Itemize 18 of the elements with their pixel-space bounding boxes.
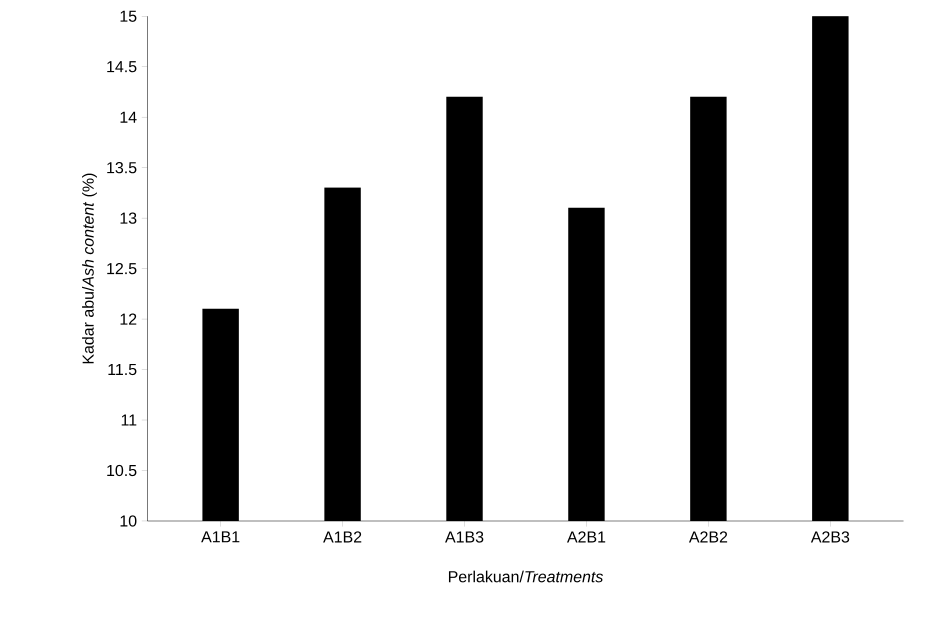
- y-tick-label: 11: [122, 414, 136, 426]
- x-axis-title: Perlakuan/Treatments: [448, 570, 603, 582]
- y-tick-label: 10.5: [107, 464, 136, 476]
- x-tick-label: A2B1: [566, 531, 606, 542]
- x-tick-label: A1B2: [323, 531, 362, 542]
- y-tick-label: 12: [120, 313, 136, 325]
- y-tick-label: 10: [120, 515, 136, 526]
- y-tick-label: 13.5: [107, 162, 136, 174]
- y-tick-label: 14: [120, 112, 137, 123]
- x-tick-label: A1B1: [201, 531, 240, 542]
- y-tick-label: 13: [120, 212, 136, 224]
- x-tick-label: A1B3: [445, 531, 484, 542]
- x-tick-label: A2B3: [810, 531, 850, 542]
- x-tick-label: A2B2: [688, 531, 728, 542]
- y-tick-label: 11.5: [108, 364, 136, 375]
- y-tick-label: 14.5: [107, 61, 136, 72]
- y-tick-label: 12.5: [107, 262, 136, 274]
- y-tick-label: 15: [120, 10, 136, 22]
